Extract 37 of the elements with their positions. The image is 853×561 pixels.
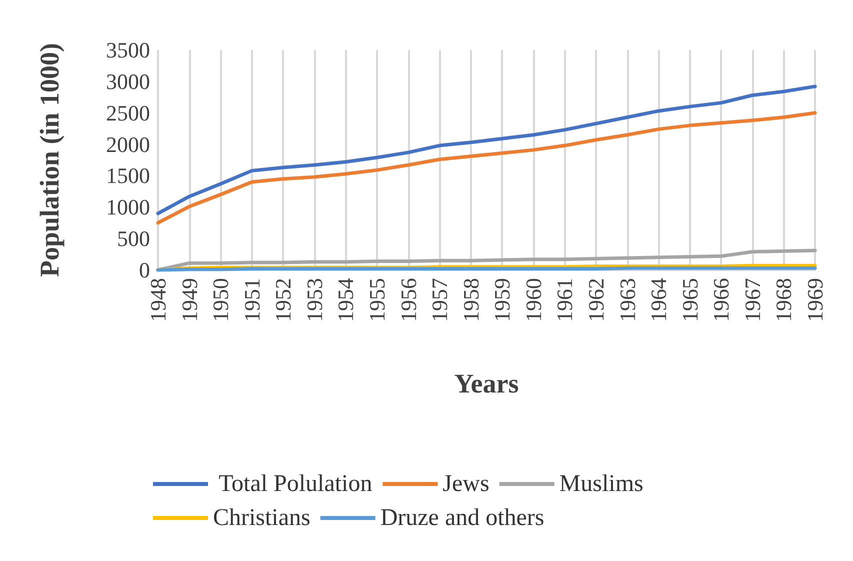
legend-label: Total Polulation	[213, 471, 372, 497]
y-tick-label: 1000	[106, 194, 150, 220]
x-tick-label: 1951	[239, 278, 264, 322]
legend-label: Christians	[213, 505, 310, 531]
x-tick-label: 1957	[427, 278, 452, 322]
x-tick-label: 1966	[708, 278, 734, 322]
x-tick-label: 1953	[302, 278, 327, 322]
x-tick-label: 1963	[614, 278, 640, 322]
legend-label: Muslims	[559, 471, 644, 497]
y-tick-label: 2500	[106, 100, 150, 126]
y-tick-label: 2000	[106, 132, 150, 157]
x-tick-label: 1959	[490, 278, 515, 322]
x-tick-label: 1961	[552, 278, 578, 322]
y-tick-label: 1500	[106, 163, 150, 188]
line-series	[156, 84, 817, 216]
x-axis-title: Years	[454, 368, 519, 398]
x-tick-label: 1964	[646, 278, 672, 322]
y-tick-label: 500	[117, 226, 150, 252]
x-tick-label: 1960	[520, 278, 546, 322]
x-tick-label: 1952	[270, 278, 296, 322]
y-tick-label: 3500	[106, 38, 150, 62]
y-tick-label: 3000	[106, 68, 150, 94]
legend-label: Druze and others	[380, 505, 544, 531]
x-tick-label: 1956	[396, 278, 421, 322]
x-tick-label: 1950	[208, 278, 234, 322]
x-tick-label: 1967	[740, 278, 765, 322]
x-tick-label: 1954	[333, 278, 358, 322]
x-tick-label: 1949	[176, 278, 202, 322]
x-tick-label: 1969	[802, 278, 828, 322]
x-tick-label: 1965	[677, 278, 702, 322]
x-tick-label: 1955	[364, 278, 390, 322]
legend-label: Jews	[442, 471, 490, 497]
x-tick-label: 1968	[771, 278, 796, 322]
line-series	[156, 111, 817, 225]
x-tick-label: 1958	[458, 278, 484, 322]
x-tick-label: 1962	[584, 278, 608, 322]
y-axis-title: Population (in 1000)	[34, 42, 64, 278]
